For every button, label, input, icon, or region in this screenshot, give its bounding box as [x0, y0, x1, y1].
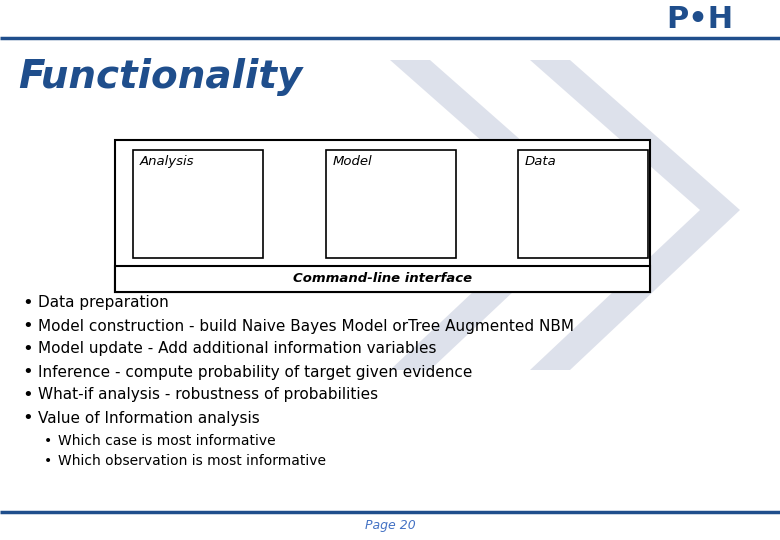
Text: Page 20: Page 20 — [364, 519, 416, 532]
Text: •: • — [44, 434, 52, 448]
Text: Value of Information analysis: Value of Information analysis — [38, 410, 260, 426]
Text: Which case is most informative: Which case is most informative — [58, 434, 275, 448]
Polygon shape — [390, 60, 600, 370]
Text: •: • — [22, 340, 33, 358]
Bar — [325, 150, 456, 258]
Text: •: • — [22, 317, 33, 335]
Bar — [133, 150, 263, 258]
Text: Analysis: Analysis — [140, 155, 194, 168]
Text: Functionality: Functionality — [18, 58, 303, 96]
Text: Model update - Add additional information variables: Model update - Add additional informatio… — [38, 341, 437, 356]
Polygon shape — [530, 60, 740, 370]
Text: Which observation is most informative: Which observation is most informative — [58, 454, 326, 468]
Text: What-if analysis - robustness of probabilities: What-if analysis - robustness of probabi… — [38, 388, 378, 402]
Text: Inference - compute probability of target given evidence: Inference - compute probability of targe… — [38, 364, 473, 380]
Text: Data preparation: Data preparation — [38, 295, 168, 310]
Text: •: • — [22, 409, 33, 427]
Bar — [115, 266, 650, 292]
Text: Data: Data — [525, 155, 557, 168]
Text: Model construction - build Naive Bayes Model orTree Augmented NBM: Model construction - build Naive Bayes M… — [38, 319, 574, 334]
Bar — [518, 150, 648, 258]
Bar — [115, 140, 650, 292]
Text: •: • — [44, 454, 52, 468]
Text: •: • — [22, 386, 33, 404]
Text: P•H: P•H — [666, 4, 733, 33]
Text: •: • — [22, 363, 33, 381]
Text: •: • — [22, 294, 33, 312]
Text: Model: Model — [332, 155, 372, 168]
Text: Command-line interface: Command-line interface — [293, 273, 472, 286]
